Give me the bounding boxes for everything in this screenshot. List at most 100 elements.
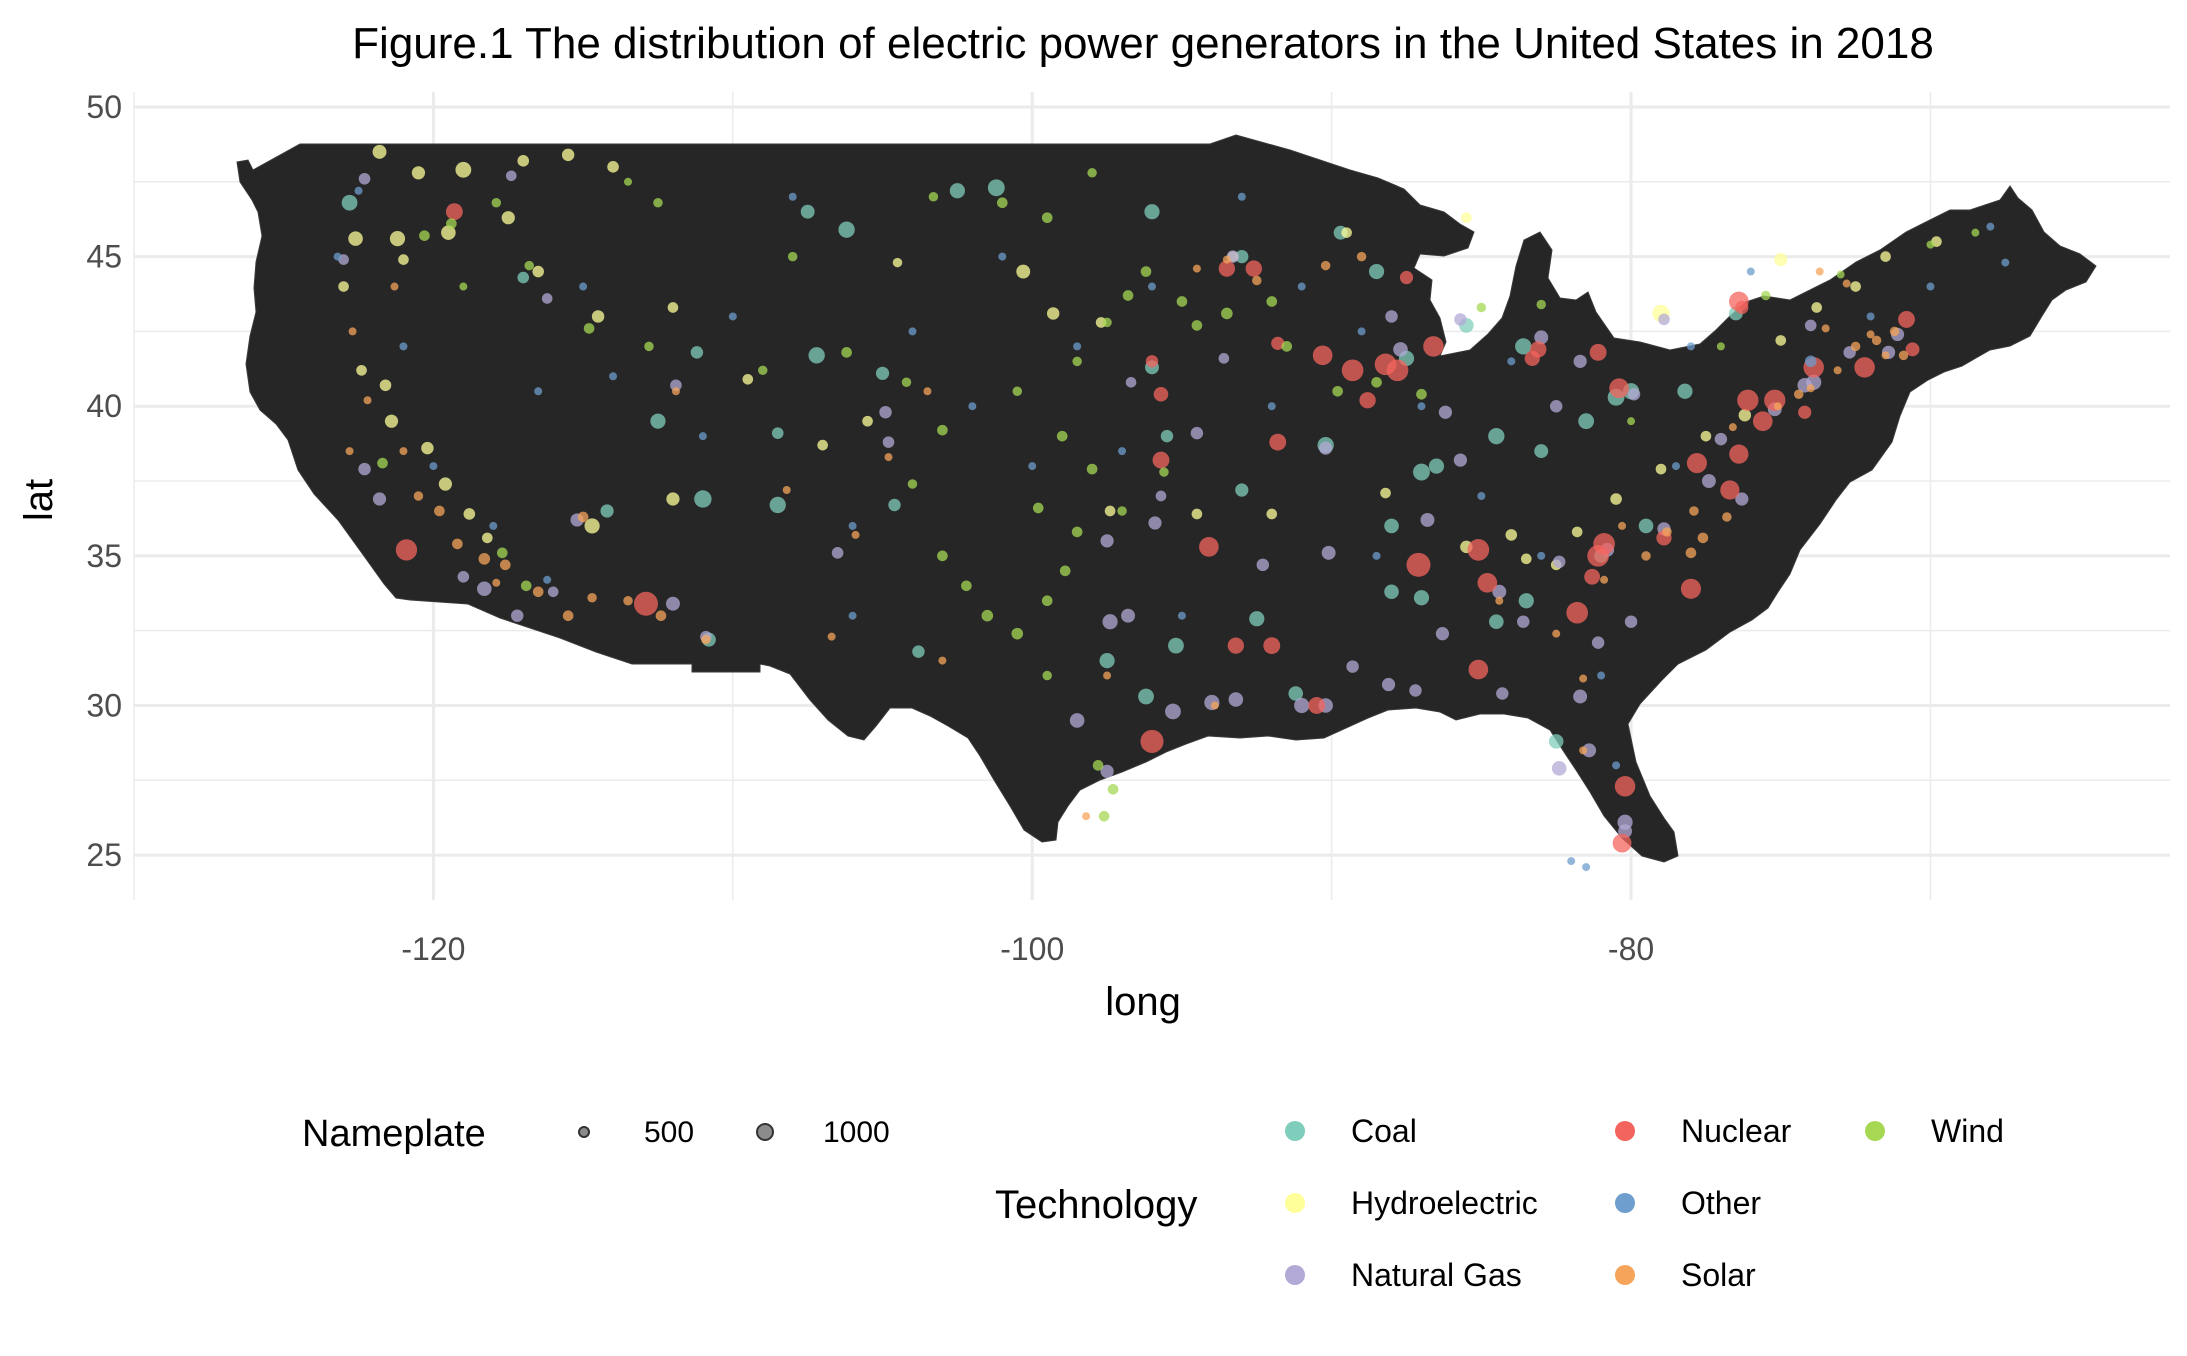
point-wind bbox=[1012, 386, 1023, 397]
point-natural-gas bbox=[1658, 313, 1670, 326]
point-solar bbox=[1222, 255, 1231, 264]
point-other bbox=[1028, 462, 1037, 471]
point-wind bbox=[758, 365, 768, 376]
point-coal bbox=[694, 490, 712, 508]
point-natural-gas bbox=[1346, 660, 1359, 673]
point-solar bbox=[1210, 701, 1219, 710]
point-hydroelectric bbox=[1046, 307, 1060, 320]
point-natural-gas bbox=[1165, 703, 1181, 720]
legend-key-wind bbox=[1865, 1121, 1885, 1141]
point-coal bbox=[600, 504, 614, 518]
point-other bbox=[1746, 267, 1755, 276]
point-nuclear bbox=[1854, 357, 1875, 378]
point-other bbox=[788, 192, 797, 201]
point-natural-gas bbox=[665, 596, 680, 611]
point-other bbox=[1612, 761, 1621, 770]
point-solar bbox=[399, 447, 408, 456]
point-hydroelectric bbox=[591, 310, 605, 323]
point-hydroelectric bbox=[379, 379, 392, 392]
point-nuclear bbox=[1199, 537, 1219, 557]
point-wind bbox=[1716, 342, 1725, 351]
point-wind bbox=[1926, 240, 1935, 249]
point-wind bbox=[1086, 463, 1098, 475]
point-hydroelectric bbox=[348, 231, 363, 246]
point-other bbox=[579, 282, 588, 291]
point-natural-gas bbox=[1492, 584, 1507, 599]
point-solar bbox=[782, 486, 791, 495]
point-solar bbox=[478, 553, 491, 565]
point-hydroelectric bbox=[1380, 487, 1391, 499]
point-other bbox=[1237, 192, 1246, 201]
point-natural-gas bbox=[1438, 405, 1453, 419]
point-hydroelectric bbox=[1850, 281, 1861, 292]
point-hydroelectric bbox=[1811, 302, 1823, 313]
point-solar bbox=[1579, 674, 1588, 683]
point-solar bbox=[1889, 326, 1900, 337]
point-natural-gas bbox=[1409, 684, 1422, 697]
point-coal bbox=[1249, 611, 1265, 627]
point-natural-gas bbox=[1714, 432, 1728, 446]
point-wind bbox=[1221, 307, 1233, 320]
point-coal bbox=[1160, 429, 1174, 443]
point-coal bbox=[690, 346, 704, 359]
technology-legend: Technology Coal Hydroelectric Natural Gas N… bbox=[995, 1113, 2004, 1293]
point-wind bbox=[496, 547, 508, 559]
point-wind bbox=[1176, 296, 1188, 307]
point-hydroelectric bbox=[1266, 508, 1278, 520]
point-wind bbox=[901, 377, 912, 388]
point-solar bbox=[827, 632, 836, 641]
point-nuclear bbox=[1798, 405, 1812, 419]
point-hydroelectric bbox=[501, 211, 515, 225]
point-hydroelectric bbox=[463, 508, 476, 520]
point-hydroelectric bbox=[411, 166, 426, 180]
point-natural-gas bbox=[358, 462, 371, 476]
point-natural-gas bbox=[1321, 545, 1336, 560]
generator-points bbox=[333, 144, 2010, 872]
point-solar bbox=[623, 595, 633, 606]
point-coal bbox=[808, 347, 825, 364]
nameplate-legend-label-500: 500 bbox=[644, 1116, 694, 1149]
point-wind bbox=[520, 580, 532, 592]
point-natural-gas bbox=[1121, 608, 1136, 623]
point-coal bbox=[1368, 263, 1385, 280]
point-other bbox=[609, 372, 618, 381]
point-coal bbox=[838, 221, 855, 238]
point-solar bbox=[363, 396, 372, 405]
point-coal bbox=[517, 271, 530, 284]
point-nuclear bbox=[1153, 386, 1169, 402]
point-nuclear bbox=[1227, 637, 1245, 654]
point-natural-gas bbox=[1218, 353, 1230, 364]
point-nuclear bbox=[1312, 345, 1333, 366]
point-wind bbox=[524, 260, 534, 271]
point-hydroelectric bbox=[481, 532, 493, 544]
point-solar bbox=[434, 505, 445, 517]
point-wind bbox=[981, 609, 994, 622]
point-natural-gas bbox=[1381, 677, 1396, 692]
point-solar bbox=[562, 610, 574, 622]
point-wind bbox=[1041, 212, 1053, 224]
point-natural-gas bbox=[1551, 761, 1567, 776]
point-other bbox=[1297, 282, 1306, 291]
point-hydroelectric bbox=[1104, 505, 1116, 517]
point-natural-gas bbox=[1534, 330, 1549, 345]
legend-label-other: Other bbox=[1681, 1185, 1761, 1221]
point-hydroelectric bbox=[389, 231, 406, 247]
point-wind bbox=[1416, 388, 1427, 400]
point-solar bbox=[1689, 506, 1699, 516]
point-other bbox=[698, 432, 707, 441]
point-hydroelectric bbox=[1016, 264, 1031, 279]
point-hydroelectric bbox=[1738, 408, 1752, 422]
point-wind bbox=[1536, 299, 1546, 310]
point-solar bbox=[1356, 251, 1367, 262]
legend-key-coal bbox=[1285, 1121, 1305, 1141]
point-nuclear bbox=[1898, 311, 1915, 328]
point-solar bbox=[587, 593, 597, 603]
point-natural-gas bbox=[1319, 441, 1333, 455]
point-nuclear bbox=[1359, 392, 1376, 409]
point-other bbox=[1582, 863, 1591, 872]
point-wind bbox=[1041, 595, 1053, 607]
point-nuclear bbox=[1406, 552, 1431, 577]
point-hydroelectric bbox=[372, 144, 387, 159]
point-hydroelectric bbox=[1774, 252, 1788, 267]
point-natural-gas bbox=[879, 405, 892, 419]
